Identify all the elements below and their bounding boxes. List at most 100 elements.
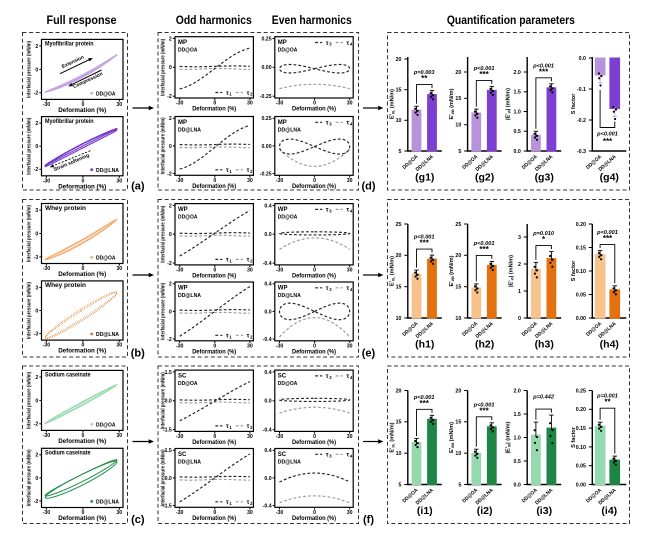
svg-text:0: 0: [313, 434, 316, 440]
svg-text:***: ***: [420, 399, 430, 408]
svg-text:Interfacial pressure (mN/m): Interfacial pressure (mN/m): [161, 372, 167, 429]
svg-text:-0.25: -0.25: [260, 94, 272, 100]
svg-text:DD@OA: DD@OA: [96, 256, 116, 262]
svg-text:0: 0: [169, 65, 172, 71]
svg-text:E′I/M (mN/m): E′I/M (mN/m): [449, 422, 455, 453]
svg-text:0: 0: [35, 308, 38, 314]
svg-text:-0.25: -0.25: [260, 171, 272, 177]
svg-text:DD@LNA: DD@LNA: [96, 500, 120, 506]
svg-text:30: 30: [247, 101, 253, 107]
svg-text:Deformation (%): Deformation (%): [292, 106, 336, 113]
svg-text:τ: τ: [226, 423, 229, 430]
svg-text:-30: -30: [176, 434, 184, 440]
svg-text:0: 0: [213, 343, 216, 349]
svg-text:τ: τ: [226, 333, 229, 340]
svg-text:(a): (a): [131, 181, 145, 193]
svg-text:-30: -30: [43, 433, 51, 439]
svg-text:DD@LNA: DD@LNA: [178, 128, 202, 134]
svg-text:1.0: 1.0: [514, 109, 521, 115]
svg-text:0.00: 0.00: [261, 65, 271, 71]
svg-text:τ: τ: [247, 423, 250, 430]
svg-text:0: 0: [35, 144, 38, 150]
svg-text:0: 0: [169, 232, 172, 238]
svg-text:0: 0: [313, 343, 316, 349]
svg-text:DD@OA: DD@OA: [278, 381, 298, 387]
svg-text:τ: τ: [226, 90, 229, 97]
svg-text:1.5: 1.5: [165, 448, 172, 454]
svg-text:0.20: 0.20: [576, 407, 586, 413]
svg-text:(h1): (h1): [415, 339, 434, 351]
svg-text:Interfacial pressure (mN/m): Interfacial pressure (mN/m): [27, 282, 33, 339]
svg-text:Myofibrillar protein: Myofibrillar protein: [45, 41, 94, 48]
svg-text:4: 4: [350, 287, 353, 292]
svg-text:-30: -30: [43, 510, 51, 516]
svg-text:-1.5: -1.5: [163, 503, 172, 509]
svg-text:2: 2: [169, 203, 172, 209]
svg-text:0: 0: [213, 434, 216, 440]
svg-text:2: 2: [250, 334, 253, 339]
svg-text:0.15: 0.15: [576, 426, 586, 432]
svg-text:DD@LNA: DD@LNA: [96, 332, 120, 338]
svg-text:MP: MP: [278, 120, 287, 126]
svg-text:0.05: 0.05: [576, 292, 586, 298]
svg-text:0: 0: [81, 510, 84, 516]
svg-text:1.5: 1.5: [514, 412, 521, 418]
svg-text:0.4: 0.4: [264, 448, 271, 454]
svg-text:30: 30: [347, 510, 353, 516]
svg-text:p<0.001: p<0.001: [532, 63, 554, 69]
svg-text:τ: τ: [346, 285, 349, 292]
svg-text:E′I/L (mN/m): E′I/L (mN/m): [389, 89, 395, 119]
svg-text:0: 0: [35, 231, 38, 237]
svg-text:2: 2: [518, 262, 521, 268]
svg-text:2: 2: [250, 169, 253, 174]
svg-text:-2: -2: [167, 94, 172, 100]
svg-text:-0.3: -0.3: [577, 149, 586, 155]
svg-text:10: 10: [396, 316, 402, 322]
svg-text:WP: WP: [278, 207, 288, 213]
svg-text:0.05: 0.05: [576, 464, 586, 470]
svg-text:5: 5: [399, 482, 402, 488]
svg-text:2: 2: [169, 36, 172, 42]
svg-text:(g1): (g1): [415, 172, 434, 184]
svg-text:(i2): (i2): [477, 505, 493, 517]
svg-text:30: 30: [247, 268, 253, 274]
svg-text:3: 3: [329, 209, 332, 214]
svg-text:Deformation (%): Deformation (%): [192, 183, 236, 190]
svg-text:Interfacial pressure (mN/m): Interfacial pressure (mN/m): [27, 372, 33, 429]
svg-text:4: 4: [350, 121, 353, 126]
svg-text:Even harmonics: Even harmonics: [272, 13, 352, 27]
svg-text:0: 0: [81, 343, 84, 349]
svg-text:30: 30: [247, 434, 253, 440]
svg-text:0.5: 0.5: [514, 129, 521, 135]
svg-text:15: 15: [396, 420, 402, 426]
svg-text:10: 10: [396, 118, 402, 124]
svg-text:DD@LNA: DD@LNA: [278, 460, 302, 466]
svg-text:0.4: 0.4: [264, 203, 271, 209]
svg-text:τ: τ: [226, 499, 229, 506]
svg-text:0.15: 0.15: [576, 245, 586, 251]
svg-text:Deformation (%): Deformation (%): [58, 438, 106, 445]
svg-text:25: 25: [455, 222, 461, 228]
svg-text:DD@OA: DD@OA: [96, 92, 116, 98]
svg-text:Odd harmonics: Odd harmonics: [176, 13, 252, 27]
svg-text:(i3): (i3): [536, 505, 552, 517]
svg-text:0.00: 0.00: [576, 482, 586, 488]
svg-text:0: 0: [213, 268, 216, 274]
svg-text:0: 0: [518, 316, 521, 322]
svg-text:2: 2: [35, 453, 38, 459]
svg-text:1: 1: [229, 259, 232, 264]
svg-text:0: 0: [213, 510, 216, 516]
svg-text:Deformation (%): Deformation (%): [192, 348, 236, 355]
svg-text:SC: SC: [178, 374, 187, 380]
svg-text:1: 1: [229, 501, 232, 506]
svg-text:Interfacial pressure (mN/m): Interfacial pressure (mN/m): [27, 41, 33, 98]
svg-text:DD@LNA: DD@LNA: [96, 168, 120, 174]
svg-text:WP: WP: [278, 286, 288, 292]
svg-text:4: 4: [350, 209, 353, 214]
svg-text:Interfacial pressure (mN/m): Interfacial pressure (mN/m): [160, 39, 166, 96]
svg-text:3: 3: [329, 121, 332, 126]
svg-text:0: 0: [35, 476, 38, 482]
svg-text:**: **: [604, 398, 611, 407]
svg-text:S factor: S factor: [571, 260, 577, 282]
svg-text:30: 30: [347, 343, 353, 349]
